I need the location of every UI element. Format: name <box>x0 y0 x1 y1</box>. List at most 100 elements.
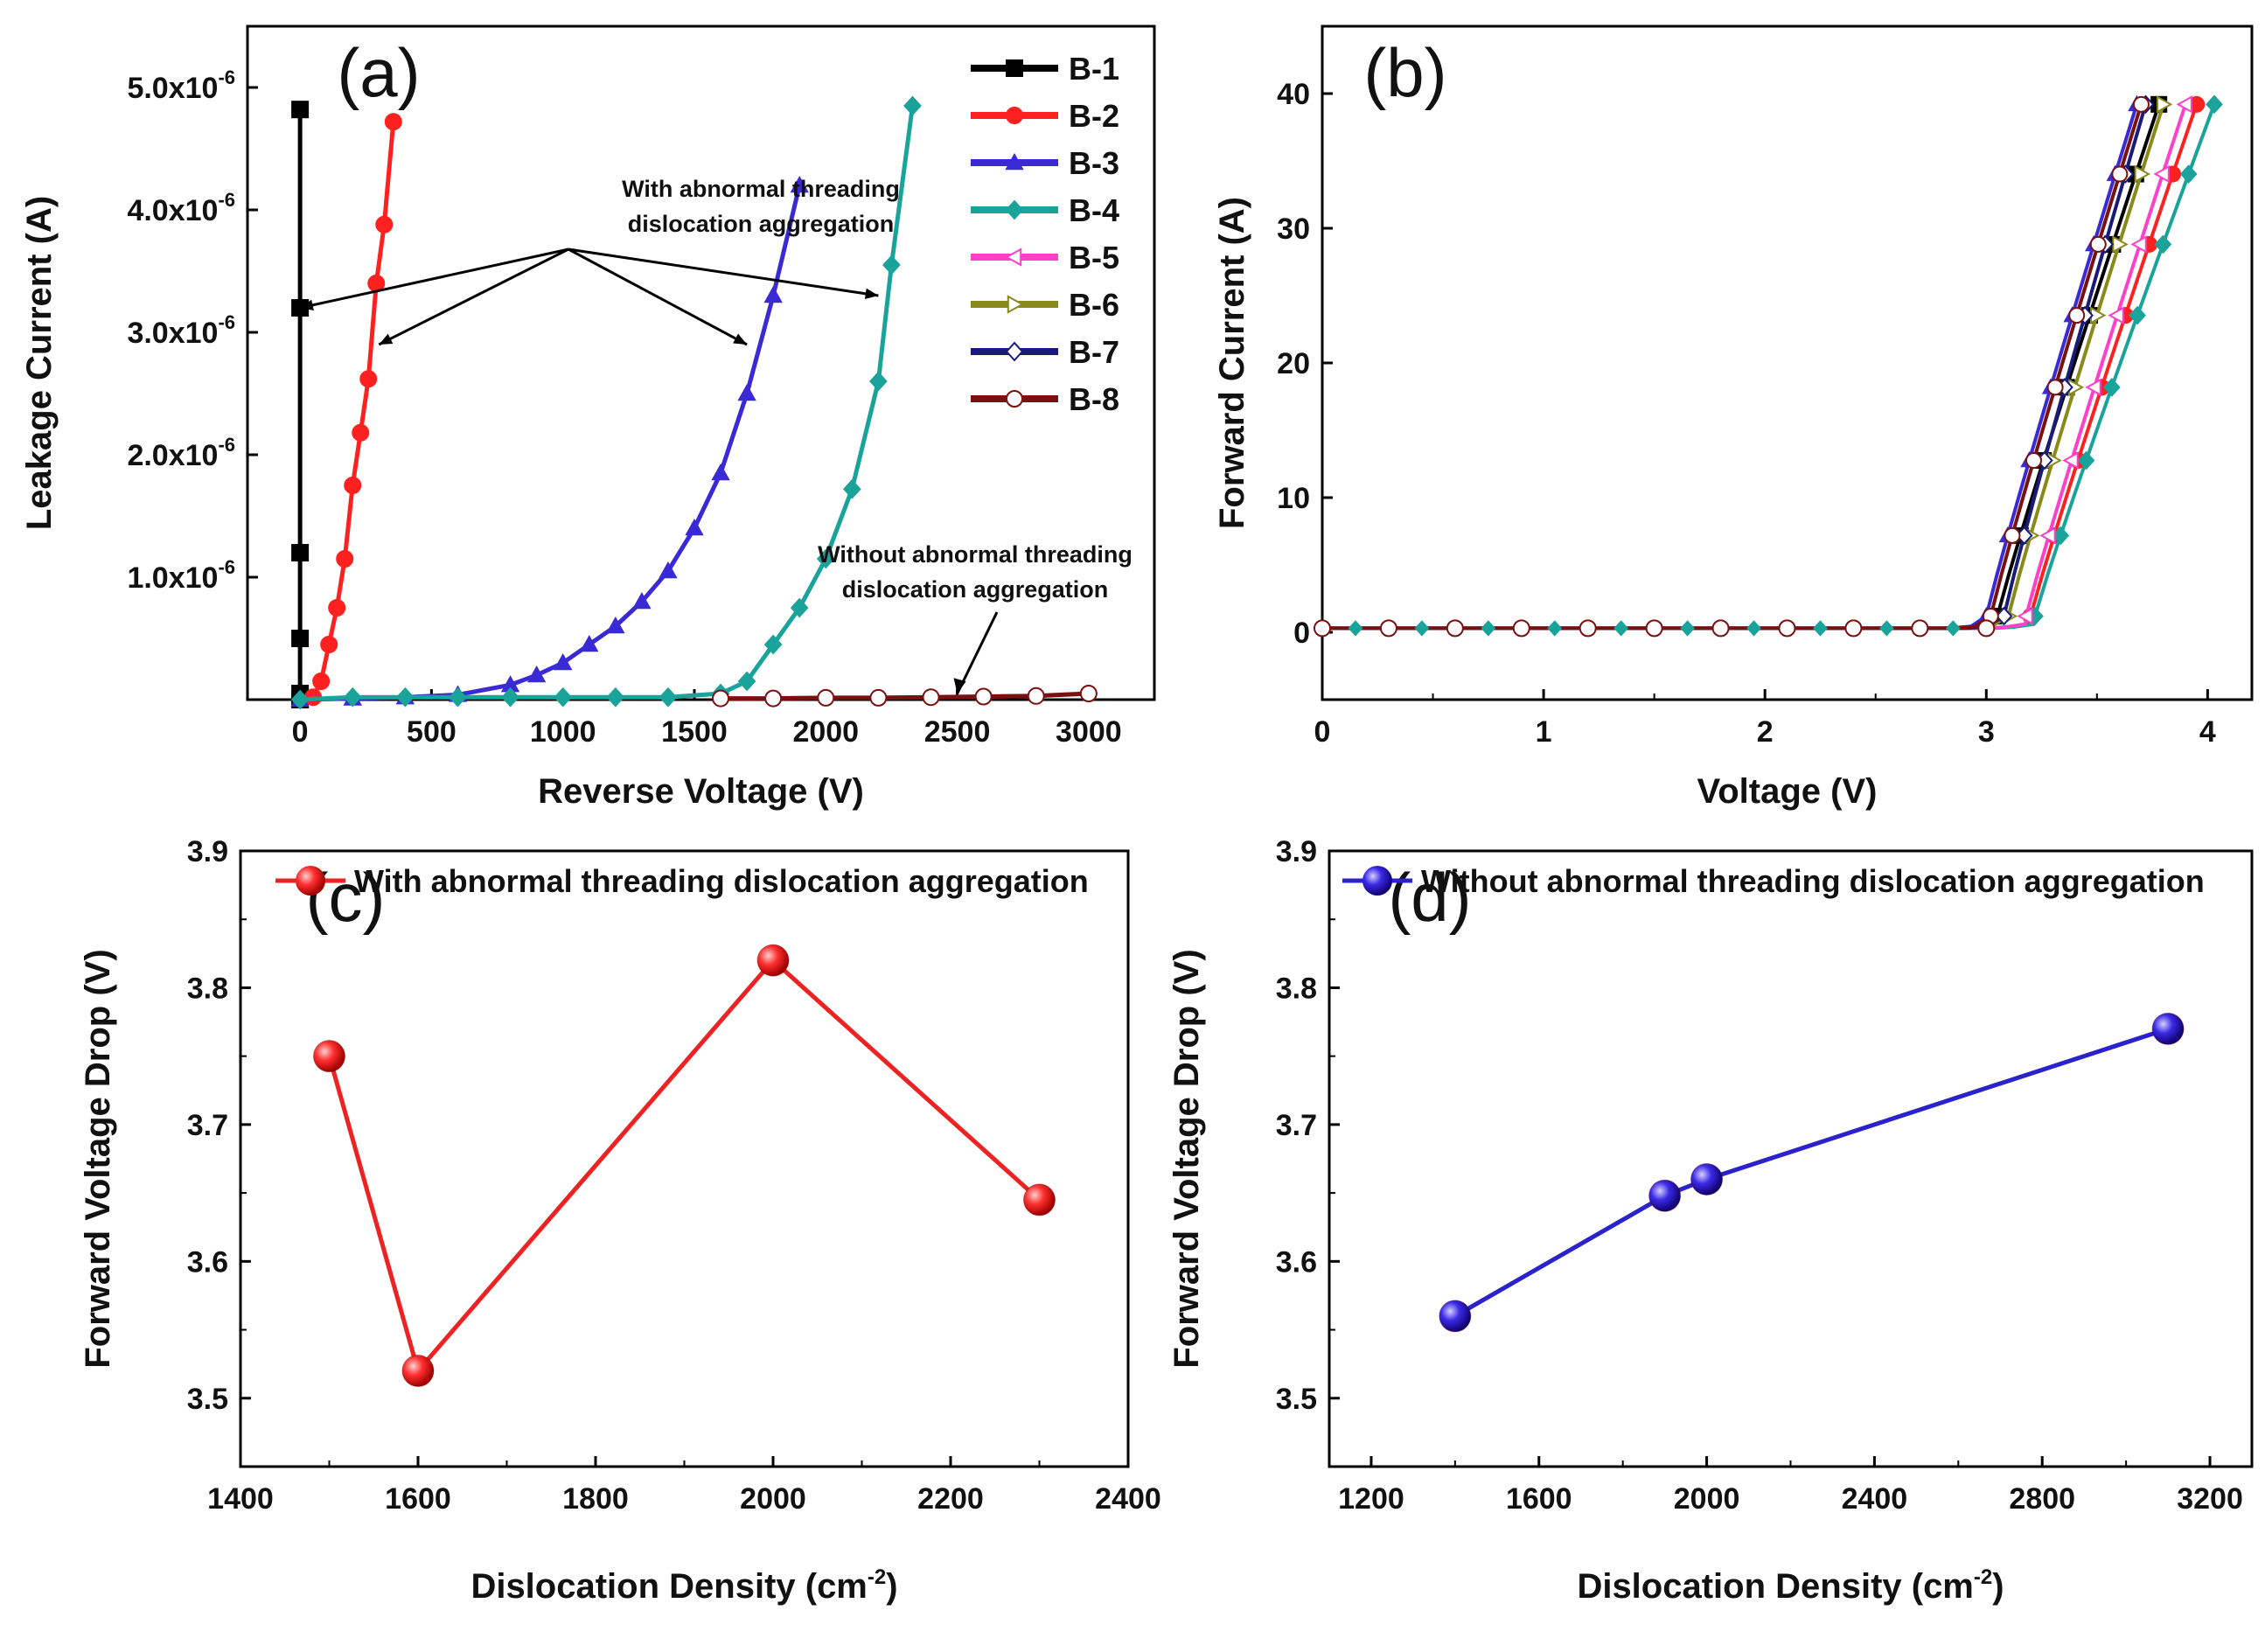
panel-letter: (a) <box>337 34 420 111</box>
data-point-B-3 <box>763 285 783 303</box>
x-tick-label: 1600 <box>1506 1482 1572 1516</box>
curve-point-B-8 <box>2068 307 2086 324</box>
curve-point-B-5 <box>2085 378 2101 397</box>
data-point-B-4 <box>816 548 835 569</box>
x-tick-label: 1 <box>1536 715 1552 749</box>
annotation-arrowhead <box>379 333 394 345</box>
x-tick-label: 2000 <box>1674 1482 1740 1516</box>
x-tick-label: 4 <box>2199 715 2216 749</box>
x-tick-label: 3000 <box>1056 715 1122 749</box>
y-tick-label: 1.0x10-6 <box>127 556 235 595</box>
baseline-point <box>1547 620 1563 637</box>
data-point-B-4 <box>449 687 467 708</box>
legend-marker-B-7 <box>1005 341 1024 362</box>
x-axis-title: Dislocation Density (cm-2) <box>470 1565 897 1606</box>
data-point-B-3 <box>711 463 730 481</box>
curve-point-B-5 <box>2176 95 2192 114</box>
curve-point-B-4 <box>2077 450 2095 471</box>
annotation-arrowhead <box>733 333 748 345</box>
baseline-point <box>1945 620 1961 637</box>
data-point-B-2 <box>336 550 354 568</box>
data-point-B-4 <box>842 478 861 499</box>
data-point-B-4 <box>606 687 625 708</box>
y-axis-title: Forward Current (A) <box>1213 197 1251 529</box>
data-point-B-2 <box>312 673 331 690</box>
data-point-B-4 <box>290 689 310 710</box>
annotation-arrow <box>568 247 879 297</box>
series-line-B-8 <box>721 691 1089 701</box>
y-axis-title: Forward Voltage Drop (V) <box>79 949 117 1368</box>
y-tick-label: 4.0x10-6 <box>127 189 235 227</box>
y-tick-label: 40 <box>1277 78 1310 111</box>
x-tick-label: 2200 <box>917 1482 984 1516</box>
data-point-B-3 <box>685 518 704 536</box>
data-point-B-3 <box>632 591 652 610</box>
legend-label-B-3: B-3 <box>1069 145 1119 181</box>
legend-marker-B-8 <box>1006 390 1023 408</box>
y-tick-label: 20 <box>1277 347 1310 380</box>
curve-B-6 <box>1322 103 2165 631</box>
data-point-B-8 <box>817 688 835 707</box>
data-point-B-1 <box>291 544 310 561</box>
panel-letter: (d) <box>1388 859 1471 936</box>
annotation-arrow <box>378 247 569 346</box>
series-line <box>1453 1027 2169 1319</box>
y-tick-label: 3.6 <box>187 1245 228 1279</box>
curve-point-B-5 <box>2153 164 2170 184</box>
curve-point-B-6 <box>2134 164 2151 184</box>
data-point-ball <box>2151 1012 2185 1045</box>
data-point-ball <box>401 1354 435 1387</box>
baseline-point <box>1680 620 1695 637</box>
x-tick-label: 1800 <box>562 1482 629 1516</box>
plot-frame <box>1321 24 2254 701</box>
curve-point-B-4 <box>2154 234 2172 254</box>
legend-label-B-6: B-6 <box>1069 287 1119 323</box>
data-point-B-2 <box>375 215 394 234</box>
data-point-B-8 <box>922 688 940 707</box>
x-axis-title: Dislocation Density (cm-2) <box>1577 1565 2004 1606</box>
baseline-point <box>1613 620 1629 637</box>
data-point-B-4 <box>343 687 362 708</box>
x-tick-label: 0 <box>1314 715 1331 749</box>
data-point-B-1 <box>291 630 310 647</box>
plot-frame <box>1328 849 2254 1468</box>
x-tick-label: 3 <box>1978 715 1995 749</box>
y-axis-title: Leakage Current (A) <box>20 196 59 530</box>
curve-B-8 <box>1322 103 2143 631</box>
data-point-B-3 <box>526 665 547 683</box>
panel-c-forward-voltage-with-chart: 1400 1600 1800 2000 2200 2400 3.5 3.6 3.7 3.8 3.9 D… <box>79 835 1161 1606</box>
data-point-B-3 <box>659 561 678 579</box>
data-point-B-2 <box>320 636 338 653</box>
curve-point-B-8 <box>2089 235 2107 253</box>
data-point-B-2 <box>352 423 370 442</box>
legend-label-B-8: B-8 <box>1069 381 1119 417</box>
y-tick-label: 30 <box>1277 213 1310 246</box>
plot-frame <box>246 24 1156 701</box>
y-tick-label: 3.7 <box>187 1109 228 1142</box>
baseline-point <box>1512 619 1530 638</box>
x-tick-label: 2500 <box>924 715 991 749</box>
baseline-point <box>1778 619 1796 638</box>
baseline-point <box>1348 620 1363 637</box>
data-point-B-3 <box>606 616 625 634</box>
data-point-ball <box>1648 1179 1682 1212</box>
baseline-point <box>1481 620 1496 637</box>
data-point-B-3 <box>737 383 756 401</box>
curve-point-B-5 <box>2130 235 2147 254</box>
data-point-B-3 <box>553 652 573 671</box>
baseline-point <box>1911 619 1929 638</box>
annotation-arrowhead <box>300 299 314 310</box>
data-point-B-3 <box>580 634 599 652</box>
data-point-B-4 <box>737 671 756 692</box>
curve-point-B-6 <box>2156 95 2173 114</box>
data-point-B-8 <box>1027 687 1045 705</box>
x-tick-label: 1400 <box>207 1482 274 1516</box>
y-axis-title: Forward Voltage Drop (V) <box>1167 949 1206 1368</box>
annotation-with-line1: With abnormal threading <box>622 176 900 202</box>
data-point-ball <box>756 944 790 977</box>
data-point-ball <box>1690 1162 1724 1195</box>
baseline-point <box>1844 619 1863 638</box>
annotation-arrow <box>956 611 999 694</box>
data-point-B-2 <box>328 599 346 617</box>
